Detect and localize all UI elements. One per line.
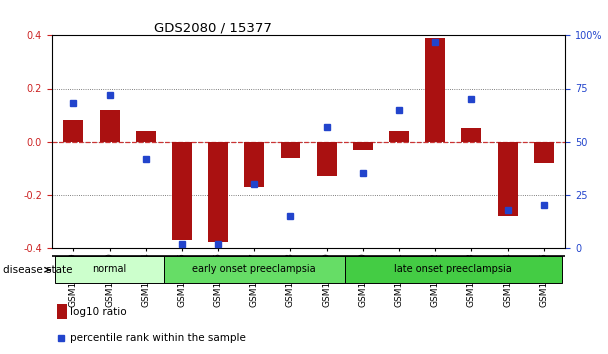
Bar bbox=[389, 131, 409, 142]
Bar bbox=[57, 304, 67, 319]
Text: early onset preeclampsia: early onset preeclampsia bbox=[193, 264, 316, 274]
Text: disease state: disease state bbox=[3, 265, 72, 275]
Bar bbox=[461, 129, 482, 142]
Bar bbox=[534, 142, 554, 163]
Text: GDS2080 / 15377: GDS2080 / 15377 bbox=[154, 21, 272, 34]
Bar bbox=[55, 256, 164, 284]
Bar bbox=[353, 142, 373, 150]
Text: late onset preeclampsia: late onset preeclampsia bbox=[395, 264, 512, 274]
Bar bbox=[497, 142, 517, 216]
Bar bbox=[63, 120, 83, 142]
Bar bbox=[345, 256, 562, 284]
Bar bbox=[100, 110, 120, 142]
Bar bbox=[208, 142, 228, 242]
Bar bbox=[425, 38, 445, 142]
Text: normal: normal bbox=[92, 264, 126, 274]
Bar bbox=[172, 142, 192, 240]
Bar bbox=[317, 142, 337, 176]
Bar bbox=[164, 256, 345, 284]
Text: log10 ratio: log10 ratio bbox=[70, 307, 127, 316]
Bar bbox=[280, 142, 300, 158]
Bar bbox=[244, 142, 264, 187]
Text: percentile rank within the sample: percentile rank within the sample bbox=[70, 333, 246, 343]
Bar bbox=[136, 131, 156, 142]
